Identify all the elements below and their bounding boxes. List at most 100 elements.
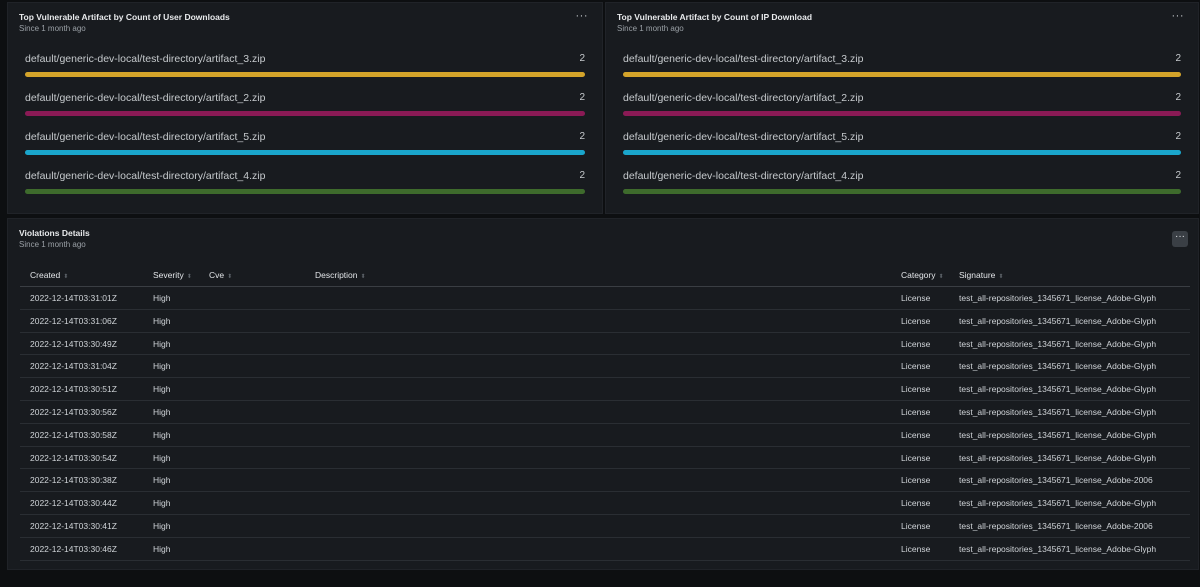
- table-body: 2022-12-14T03:31:01Z High License test_all-…: [20, 287, 1190, 569]
- cell-created: 2022-12-14T03:30:58Z: [30, 429, 117, 440]
- sort-icon: ⬍: [186, 274, 192, 280]
- cell-created: 2022-12-14T03:31:01Z: [30, 293, 117, 303]
- cell-signature: test_all-repositories_1345671_license_Ad…: [959, 520, 1153, 531]
- bar-list-item[interactable]: default/generic-dev-local/test-directory…: [623, 168, 1181, 207]
- cell-severity: High: [153, 384, 171, 395]
- bar-list-item[interactable]: default/generic-dev-local/test-directory…: [623, 51, 1181, 90]
- column-header-severity[interactable]: Severity ⬍: [153, 270, 192, 280]
- sort-icon: ⬍: [938, 274, 944, 280]
- bar-fill: [623, 72, 1181, 77]
- bar-list: default/generic-dev-local/test-directory…: [25, 51, 585, 207]
- cell-severity: High: [153, 361, 171, 372]
- table-row[interactable]: 2022-12-14T03:30:51Z High License test_all-…: [20, 378, 1190, 401]
- cell-category: License: [901, 315, 931, 326]
- column-header-description[interactable]: Description ⬍: [315, 270, 366, 280]
- more-options-button[interactable]: ···: [1172, 231, 1188, 247]
- artifact-name: default/generic-dev-local/test-directory…: [25, 92, 266, 104]
- panel-subtitle: Since 1 month ago: [617, 24, 684, 33]
- cell-created: 2022-12-14T03:31:06Z: [30, 315, 117, 326]
- download-count: 2: [1175, 131, 1181, 142]
- bar-list-item[interactable]: default/generic-dev-local/test-directory…: [623, 90, 1181, 129]
- cell-signature: test_all-repositories_1345671_license_Ad…: [959, 475, 1153, 486]
- table-row[interactable]: 2022-12-14T03:31:06Z High License test_all-…: [20, 310, 1190, 333]
- table-row[interactable]: 2022-12-14T03:30:54Z High License test_all-…: [20, 447, 1190, 470]
- cell-severity: High: [153, 452, 171, 463]
- panel-subtitle: Since 1 month ago: [19, 24, 86, 33]
- table-row[interactable]: 2022-12-14T03:30:56Z High License test_all-…: [20, 401, 1190, 424]
- bar-fill: [623, 111, 1181, 116]
- cell-created: 2022-12-14T03:30:51Z: [30, 384, 117, 395]
- artifact-name: default/generic-dev-local/test-directory…: [623, 170, 864, 182]
- bar-list-item[interactable]: default/generic-dev-local/test-directory…: [623, 129, 1181, 168]
- column-header-signature[interactable]: Signature ⬍: [959, 270, 1004, 280]
- cell-signature: test_all-repositories_1345671_license_Ad…: [959, 315, 1157, 326]
- cell-created: 2022-12-14T03:30:36Z: [30, 567, 117, 569]
- cell-created: 2022-12-14T03:30:46Z: [30, 543, 117, 554]
- cell-severity: High: [153, 498, 171, 509]
- cell-created: 2022-12-14T03:30:38Z: [30, 475, 117, 486]
- cell-created: 2022-12-14T03:30:44Z: [30, 498, 117, 509]
- violations-table: Created ⬍ Severity ⬍ Cve ⬍ Description ⬍ Cat…: [20, 264, 1190, 569]
- cell-signature: test_all-repositories_1345671_license_Ad…: [959, 384, 1157, 395]
- more-options-button[interactable]: ···: [1171, 10, 1184, 22]
- panel-title: Violations Details: [19, 228, 90, 238]
- cell-severity: High: [153, 429, 171, 440]
- bar-track: [25, 72, 585, 77]
- ip-downloads-panel: Top Vulnerable Artifact by Count of IP D…: [605, 2, 1199, 214]
- cell-category: License: [901, 338, 931, 349]
- bar-list-item[interactable]: default/generic-dev-local/test-directory…: [25, 90, 585, 129]
- artifact-name: default/generic-dev-local/test-directory…: [25, 53, 266, 65]
- cell-severity: High: [153, 520, 171, 531]
- panel-subtitle: Since 1 month ago: [19, 240, 86, 249]
- sort-icon: ⬍: [360, 274, 366, 280]
- sort-icon: ⬍: [63, 274, 69, 280]
- cell-signature: test_all-repositories_1345671_license_Ad…: [959, 406, 1157, 417]
- table-row[interactable]: 2022-12-14T03:30:49Z High License test_all-…: [20, 333, 1190, 356]
- cell-category: License: [901, 361, 931, 372]
- table-row[interactable]: 2022-12-14T03:31:01Z High License test_all-…: [20, 287, 1190, 310]
- cell-created: 2022-12-14T03:30:54Z: [30, 452, 117, 463]
- bar-list-item[interactable]: default/generic-dev-local/test-directory…: [25, 168, 585, 207]
- download-count: 2: [1175, 170, 1181, 181]
- cell-severity: High: [153, 293, 171, 303]
- download-count: 2: [579, 53, 585, 64]
- cell-category: License: [901, 520, 931, 531]
- cell-signature: test_all-repositories_1345671_license_Ad…: [959, 429, 1157, 440]
- bar-list-item[interactable]: default/generic-dev-local/test-directory…: [25, 129, 585, 168]
- cell-category: License: [901, 567, 930, 569]
- cell-category: License: [901, 475, 931, 486]
- column-header-cve[interactable]: Cve ⬍: [209, 270, 233, 280]
- download-count: 2: [579, 92, 585, 103]
- table-header: Created ⬍ Severity ⬍ Cve ⬍ Description ⬍ Cat…: [20, 264, 1190, 287]
- cell-created: 2022-12-14T03:30:41Z: [30, 520, 117, 531]
- cell-category: License: [901, 293, 931, 303]
- bar-fill: [623, 150, 1181, 155]
- table-row[interactable]: 2022-12-14T03:30:44Z High License test_all-…: [20, 492, 1190, 515]
- table-row[interactable]: 2022-12-14T03:30:46Z High License test_all-…: [20, 538, 1190, 561]
- table-row[interactable]: 2022-12-14T03:30:58Z High License test_all-…: [20, 424, 1190, 447]
- artifact-name: default/generic-dev-local/test-directory…: [623, 131, 864, 143]
- more-options-button[interactable]: ···: [575, 10, 588, 22]
- cell-category: License: [901, 498, 931, 509]
- column-header-created[interactable]: Created ⬍: [30, 270, 69, 280]
- artifact-name: default/generic-dev-local/test-directory…: [623, 53, 864, 65]
- artifact-name: default/generic-dev-local/test-directory…: [25, 170, 266, 182]
- bar-track: [25, 111, 585, 116]
- table-row[interactable]: 2022-12-14T03:30:36Z High License test_all-…: [20, 561, 1190, 569]
- panel-title: Top Vulnerable Artifact by Count of User…: [19, 12, 230, 22]
- bar-track: [623, 111, 1181, 116]
- table-row[interactable]: 2022-12-14T03:30:41Z High License test_all-…: [20, 515, 1190, 538]
- bar-fill: [623, 189, 1181, 194]
- cell-signature: test_all-repositories_1345671_license_Ad…: [959, 338, 1157, 349]
- sort-icon: ⬍: [998, 274, 1004, 280]
- cell-signature: test_all-repositories_1345671_license_Ad…: [959, 567, 1153, 569]
- bar-track: [623, 150, 1181, 155]
- table-row[interactable]: 2022-12-14T03:30:38Z High License test_all-…: [20, 469, 1190, 493]
- bar-fill: [25, 150, 585, 155]
- bar-list-item[interactable]: default/generic-dev-local/test-directory…: [25, 51, 585, 90]
- table-row[interactable]: 2022-12-14T03:31:04Z High License test_all-…: [20, 355, 1190, 379]
- column-header-category[interactable]: Category ⬍: [901, 270, 944, 280]
- cell-severity: High: [153, 406, 171, 417]
- cell-category: License: [901, 543, 931, 554]
- panel-title: Top Vulnerable Artifact by Count of IP D…: [617, 12, 813, 22]
